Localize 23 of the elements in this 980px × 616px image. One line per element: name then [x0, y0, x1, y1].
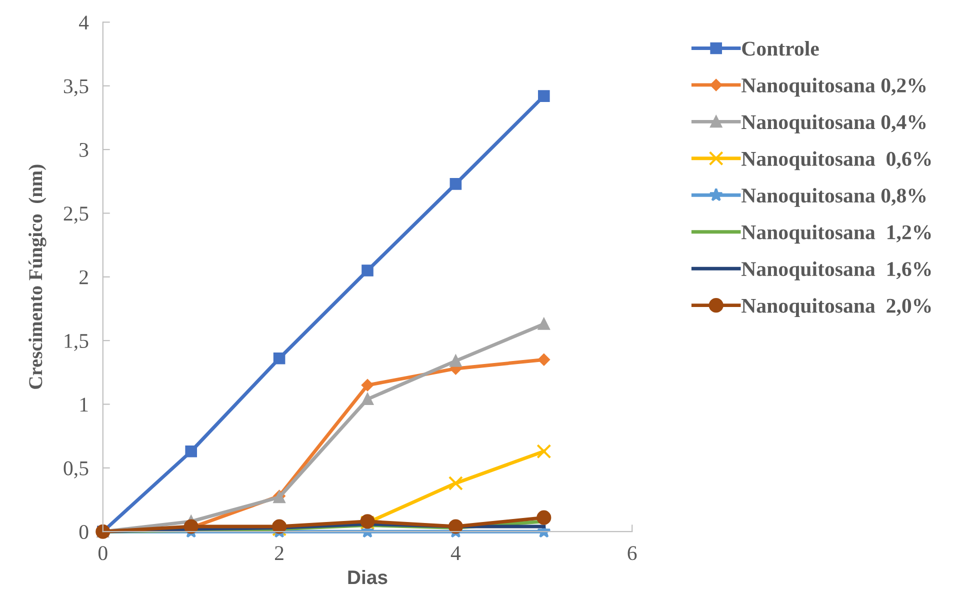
y-axis-title: Crescimento Fúngico (nm) [28, 164, 46, 389]
y-tick-label: 2 [80, 270, 88, 284]
y-tick-label: 2,5 [64, 206, 88, 224]
y-tick-label: 1 [80, 398, 88, 412]
legend-label: Nanoquitosana 1,2% [742, 224, 931, 244]
x-tick-label: 0 [98, 546, 108, 560]
y-tick-label: 4 [79, 16, 89, 30]
legend-label: Nanoquitosana 1,6% [742, 261, 931, 280]
x-tick-label: 6 [628, 546, 637, 560]
y-tick-label: 3,5 [64, 79, 88, 96]
legend-label: Nanoquitosana 0,6% [742, 151, 931, 170]
y-tick-label: 1,5 [64, 334, 88, 351]
x-tick-label: 2 [275, 546, 284, 560]
x-axis-title: Dias [348, 570, 388, 584]
legend-label: Nanoquitosana 0,4% [742, 114, 926, 134]
x-tick-label: 4 [450, 546, 461, 560]
legend-label: Nanoquitosana 0,8% [742, 188, 926, 207]
legend-label: Nanoquitosana 0,2% [742, 78, 926, 97]
y-tick-label: 0,5 [64, 461, 88, 478]
y-tick-label: 0 [79, 524, 88, 540]
legend-label: Nanoquitosana 2,0% [742, 298, 931, 318]
y-tick-label: 3 [80, 142, 88, 157]
legend-label: Controle [742, 41, 819, 56]
